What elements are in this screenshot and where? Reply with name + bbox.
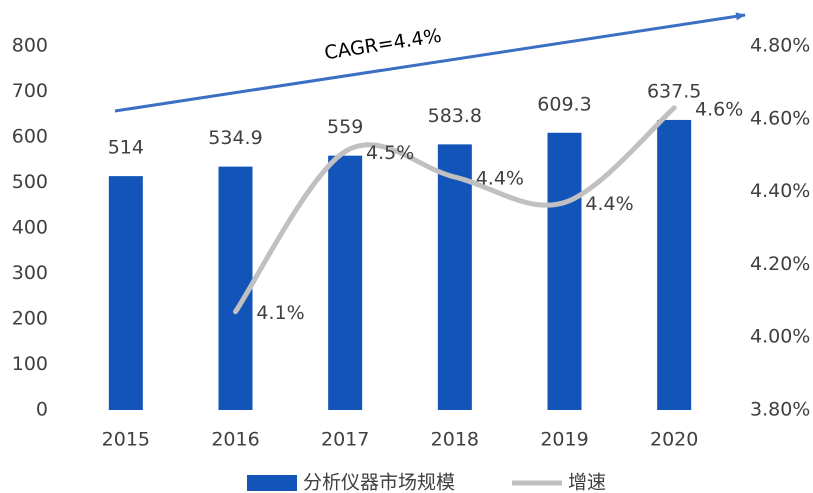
bar-value-label: 609.3 bbox=[537, 93, 591, 115]
bar-value-label: 637.5 bbox=[647, 80, 701, 102]
x-tick-label: 2016 bbox=[211, 429, 259, 451]
y-tick-label: 500 bbox=[12, 171, 48, 193]
y2-tick-label: 3.80% bbox=[750, 399, 810, 421]
y2-tick-label: 4.00% bbox=[750, 326, 810, 348]
y-tick-label: 200 bbox=[12, 308, 48, 330]
line-value-label: 4.4% bbox=[585, 193, 633, 215]
x-tick-label: 2020 bbox=[650, 429, 698, 451]
y-tick-label: 300 bbox=[12, 262, 48, 284]
x-tick-label: 2017 bbox=[321, 429, 369, 451]
line-value-label: 4.4% bbox=[476, 168, 524, 190]
bar-value-label: 583.8 bbox=[428, 105, 482, 127]
bar-value-label: 534.9 bbox=[208, 127, 262, 149]
bar-value-label: 559 bbox=[327, 116, 363, 138]
y-tick-label: 100 bbox=[12, 353, 48, 375]
cagr-arrow bbox=[114, 12, 746, 113]
line-value-label: 4.5% bbox=[366, 142, 414, 164]
y2-tick-label: 4.40% bbox=[750, 180, 810, 202]
y-tick-label: 400 bbox=[12, 217, 48, 239]
bar bbox=[108, 176, 143, 410]
bar-value-label: 514 bbox=[108, 137, 144, 159]
legend-swatch bbox=[247, 475, 297, 491]
y2-tick-label: 4.80% bbox=[750, 35, 810, 57]
x-tick-label: 2018 bbox=[431, 429, 479, 451]
y-tick-label: 800 bbox=[12, 35, 48, 57]
y2-tick-label: 4.60% bbox=[750, 107, 810, 129]
y-tick-label: 700 bbox=[12, 80, 48, 102]
bar bbox=[328, 155, 363, 410]
line-value-label: 4.1% bbox=[256, 302, 304, 324]
line-value-label: 4.6% bbox=[695, 98, 743, 120]
legend-label: 分析仪器市场规模 bbox=[303, 472, 455, 493]
y-tick-label: 0 bbox=[36, 399, 48, 421]
legend-label: 增速 bbox=[568, 472, 606, 493]
y2-tick-label: 4.20% bbox=[750, 253, 810, 275]
bar bbox=[547, 132, 582, 410]
line bbox=[233, 105, 677, 315]
bar bbox=[657, 119, 692, 410]
y-tick-label: 600 bbox=[12, 126, 48, 148]
annotation: CAGR=4.4% bbox=[323, 25, 443, 65]
bar bbox=[437, 144, 472, 410]
x-tick-label: 2015 bbox=[102, 429, 150, 451]
x-tick-label: 2019 bbox=[540, 429, 588, 451]
